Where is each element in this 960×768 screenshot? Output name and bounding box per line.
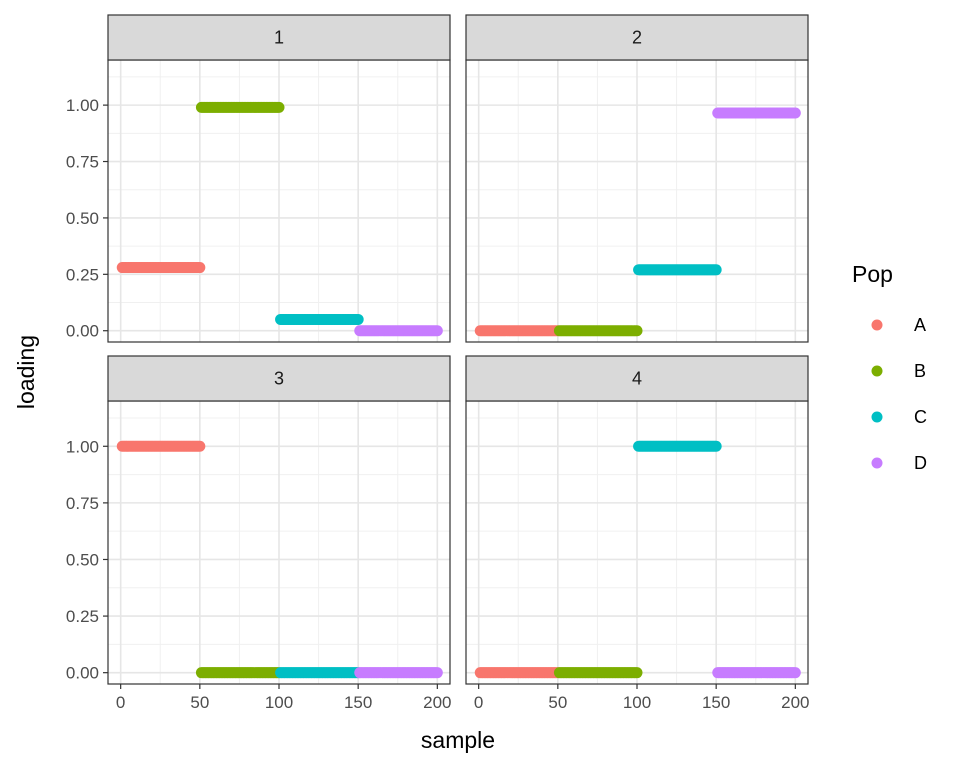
facet-strip — [465, 14, 809, 61]
y-axis-row-1: 0.00 0.25 0.50 0.75 1.00 — [66, 96, 108, 341]
data-point-C — [710, 440, 722, 452]
x-tick-label: 200 — [423, 693, 451, 712]
x-tick-label: 200 — [781, 693, 809, 712]
facet-panel-2: 2 — [465, 14, 809, 343]
y-tick-label: 0.50 — [66, 550, 99, 569]
facet-panels: 1 2 3 4 — [107, 14, 809, 685]
y-axis-title: loading — [13, 335, 39, 409]
facet-panel-1: 1 — [107, 14, 451, 343]
y-axes: 0.00 0.25 0.50 0.75 1.00 0.00 0.25 0.50 0.75 1.00 — [66, 96, 108, 683]
data-point-B — [273, 101, 285, 113]
x-tick-label: 0 — [116, 693, 125, 712]
data-point-C — [352, 313, 364, 325]
legend-key-A — [871, 319, 883, 331]
data-point-A — [194, 262, 206, 274]
legend: Pop A B C D — [852, 261, 927, 473]
data-point-D — [431, 325, 443, 337]
legend-key-D — [871, 457, 883, 469]
data-point-C — [710, 264, 722, 276]
y-tick-label: 0.50 — [66, 209, 99, 228]
data-point-D — [789, 107, 801, 119]
legend-label-C: C — [914, 407, 927, 427]
facet-panel-3: 3 — [107, 355, 451, 685]
y-tick-label: 1.00 — [66, 96, 99, 115]
data-point-D — [789, 667, 801, 679]
x-axes: 0 50 100 150 200 0 50 100 150 200 — [116, 684, 810, 712]
y-tick-label: 0.75 — [66, 153, 99, 172]
y-tick-label: 0.00 — [66, 664, 99, 683]
data-point-D — [431, 667, 443, 679]
y-axis-row-2: 0.00 0.25 0.50 0.75 1.00 — [66, 437, 108, 683]
y-tick-label: 0.75 — [66, 494, 99, 513]
x-tick-label: 150 — [702, 693, 730, 712]
legend-label-B: B — [914, 361, 926, 381]
legend-key-C — [871, 411, 883, 423]
facet-strip-label: 2 — [632, 28, 642, 48]
y-tick-label: 0.25 — [66, 607, 99, 626]
y-tick-label: 1.00 — [66, 437, 99, 456]
y-tick-label: 0.00 — [66, 322, 99, 341]
facet-strip-label: 1 — [274, 28, 284, 48]
x-tick-label: 100 — [623, 693, 651, 712]
facet-strip-label: 3 — [274, 369, 284, 389]
data-point-B — [631, 325, 643, 337]
x-tick-label: 150 — [344, 693, 372, 712]
facet-strip — [465, 355, 809, 402]
x-tick-label: 50 — [190, 693, 209, 712]
x-axis-title: sample — [421, 727, 495, 753]
facet-strip-label: 4 — [632, 369, 642, 389]
legend-label-A: A — [914, 315, 926, 335]
x-axis-col-2: 0 50 100 150 200 — [474, 684, 810, 712]
legend-label-D: D — [914, 453, 927, 473]
facet-strip — [107, 14, 451, 61]
x-axis-col-1: 0 50 100 150 200 — [116, 684, 452, 712]
x-tick-label: 100 — [265, 693, 293, 712]
facet-strip — [107, 355, 451, 402]
x-tick-label: 50 — [548, 693, 567, 712]
x-tick-label: 0 — [474, 693, 483, 712]
data-point-A — [194, 440, 206, 452]
data-point-B — [631, 667, 643, 679]
legend-key-B — [871, 365, 883, 377]
y-tick-label: 0.25 — [66, 265, 99, 284]
facet-panel-4: 4 — [465, 355, 809, 685]
legend-title: Pop — [852, 261, 893, 287]
